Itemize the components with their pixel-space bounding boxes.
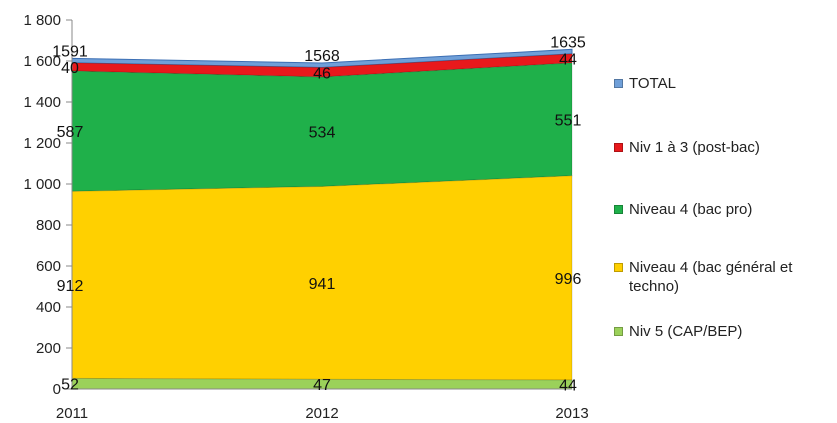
- data-label: 40: [61, 60, 79, 77]
- legend-item: TOTAL: [614, 74, 676, 93]
- data-label: 44: [559, 377, 577, 394]
- y-tick-label: 600: [36, 258, 61, 275]
- y-tick-label: 1 600: [23, 53, 61, 70]
- legend-label: Niv 1 à 3 (post-bac): [629, 139, 760, 156]
- data-label: 1635: [550, 34, 586, 51]
- legend-swatch: [614, 205, 623, 214]
- data-label: 1568: [304, 48, 340, 65]
- legend-swatch: [614, 263, 623, 272]
- y-tick-label: 800: [36, 217, 61, 234]
- x-tick-label: 2012: [305, 405, 338, 422]
- y-tick-label: 1 000: [23, 176, 61, 193]
- data-label: 47: [313, 377, 331, 394]
- y-tick-label: 1 200: [23, 135, 61, 152]
- legend-swatch: [614, 327, 623, 336]
- data-label: 941: [309, 276, 336, 293]
- legend-item: Niv 5 (CAP/BEP): [614, 322, 742, 341]
- data-label: 996: [555, 271, 582, 288]
- legend-label: Niveau 4 (bac pro): [629, 201, 753, 218]
- legend-label: TOTAL: [629, 75, 676, 92]
- legend-swatch: [614, 79, 623, 88]
- data-label: 534: [309, 125, 336, 142]
- legend-label: Niveau 4 (bac général et techno): [629, 259, 793, 295]
- data-label: 1591: [52, 43, 88, 60]
- data-label: 551: [555, 112, 582, 129]
- legend-label: Niv 5 (CAP/BEP): [629, 323, 743, 340]
- legend-item: Niveau 4 (bac général et techno): [614, 258, 834, 296]
- legend-item: Niveau 4 (bac pro): [614, 200, 752, 219]
- legend-item: Niv 1 à 3 (post-bac): [614, 138, 760, 157]
- legend-swatch: [614, 143, 623, 152]
- data-label: 52: [61, 377, 79, 394]
- x-tick-label: 2013: [555, 405, 588, 422]
- x-tick-label: 2011: [56, 405, 88, 422]
- data-label: 912: [57, 278, 84, 295]
- y-tick-label: 200: [36, 340, 61, 357]
- y-tick-label: 1 800: [23, 12, 61, 29]
- y-tick-label: 400: [36, 299, 61, 316]
- data-label: 46: [313, 65, 331, 82]
- y-tick-label: 1 400: [23, 94, 61, 111]
- data-label: 587: [57, 124, 84, 141]
- data-label: 44: [559, 51, 577, 68]
- y-tick-label: 0: [53, 381, 61, 398]
